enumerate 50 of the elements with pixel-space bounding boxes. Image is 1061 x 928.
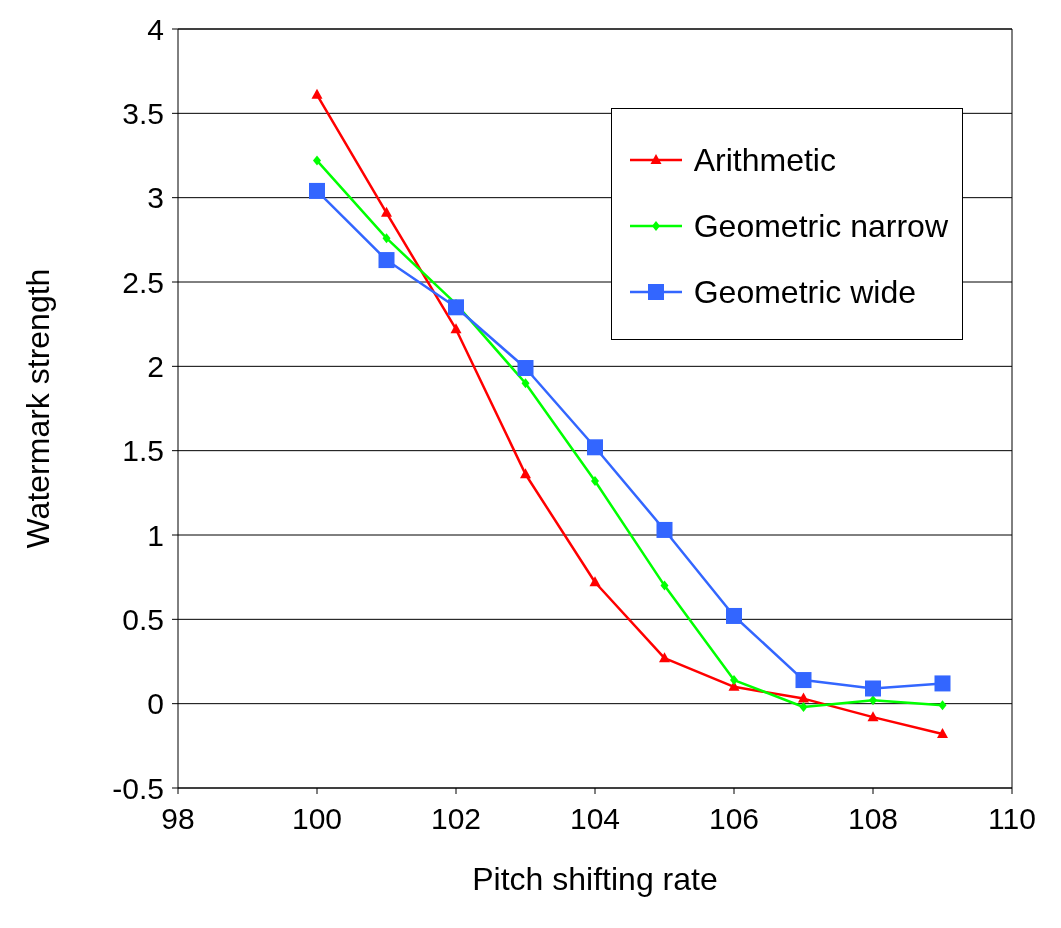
point bbox=[799, 702, 808, 713]
y-tick-label: 3 bbox=[147, 181, 164, 215]
point bbox=[381, 206, 392, 217]
point bbox=[867, 711, 879, 722]
point bbox=[659, 652, 670, 663]
y-tick-label: 2.5 bbox=[122, 265, 164, 299]
point bbox=[798, 692, 809, 703]
y-tick-label: 2 bbox=[147, 349, 164, 383]
legend-label: Arithmetic bbox=[693, 141, 836, 179]
point bbox=[313, 155, 321, 166]
point bbox=[938, 700, 947, 711]
y-tick-label: 1.5 bbox=[122, 434, 164, 468]
x-tick-label: 104 bbox=[569, 802, 621, 836]
point bbox=[937, 728, 948, 739]
y-tick-label: 0.5 bbox=[122, 602, 164, 636]
point bbox=[587, 439, 603, 456]
y-tick-label: -0.5 bbox=[112, 771, 164, 805]
point bbox=[934, 675, 951, 692]
legend-label: Geometric wide bbox=[693, 273, 916, 311]
point bbox=[382, 233, 391, 244]
point bbox=[311, 88, 323, 99]
point bbox=[448, 299, 464, 316]
point bbox=[869, 695, 877, 706]
y-tick-label: 4 bbox=[147, 12, 164, 46]
point bbox=[730, 675, 738, 686]
point bbox=[378, 252, 395, 269]
y-tick-label: 1 bbox=[147, 518, 164, 552]
x-tick-label: 102 bbox=[430, 802, 482, 836]
y-tick-label: 0 bbox=[147, 687, 164, 721]
x-tick-label: 100 bbox=[291, 802, 343, 836]
x-tick-label: 106 bbox=[708, 802, 760, 836]
point bbox=[660, 580, 669, 591]
y-axis-title: Watermark strength bbox=[20, 268, 57, 549]
legend-label: Geometric narrow bbox=[693, 207, 948, 245]
x-tick-label: 110 bbox=[988, 802, 1036, 836]
point bbox=[309, 182, 325, 199]
x-tick-label: 108 bbox=[847, 802, 899, 836]
y-tick-label: 3.5 bbox=[122, 96, 164, 130]
point bbox=[865, 680, 881, 697]
x-tick-label: 98 bbox=[161, 802, 195, 836]
point bbox=[520, 468, 531, 479]
point bbox=[726, 607, 742, 624]
point bbox=[656, 521, 673, 538]
point bbox=[591, 476, 599, 487]
point bbox=[450, 323, 462, 334]
point bbox=[795, 672, 812, 689]
x-axis-title: Pitch shifting rate bbox=[472, 861, 718, 897]
point bbox=[517, 360, 534, 377]
point bbox=[589, 576, 601, 587]
point bbox=[521, 378, 530, 389]
